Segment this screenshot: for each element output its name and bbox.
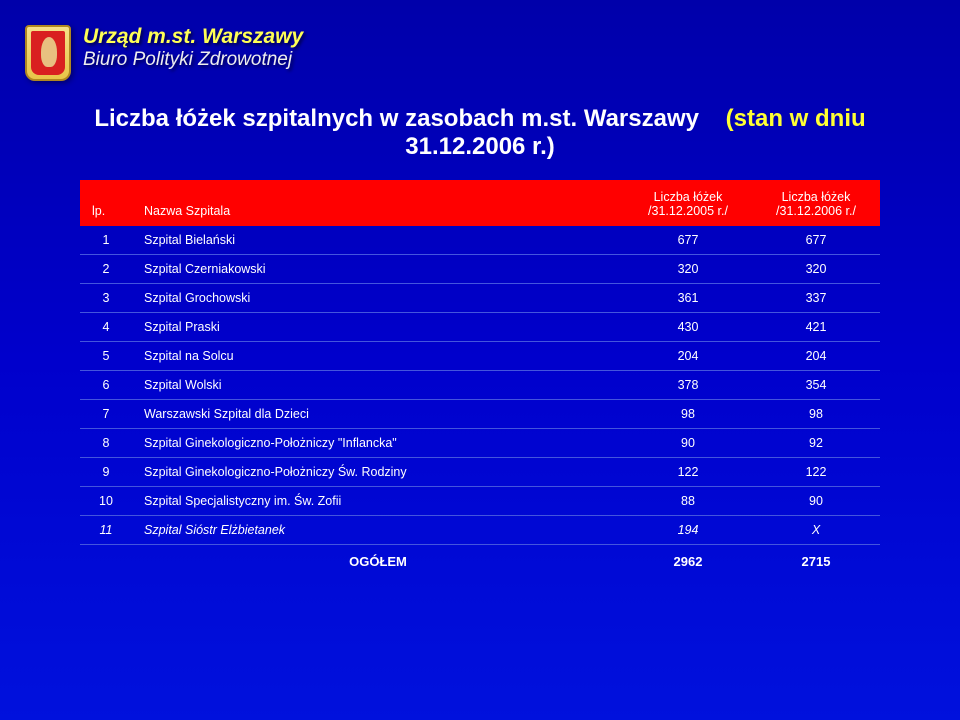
table-row: 3Szpital Grochowski361337 (80, 284, 880, 313)
cell-v2: 90 (752, 487, 880, 516)
cell-name: Szpital Ginekologiczno-Położniczy "Infla… (132, 429, 624, 458)
cell-name: Szpital Czerniakowski (132, 255, 624, 284)
col-v2-header: Liczba łóżek /31.12.2006 r./ (752, 180, 880, 226)
cell-v1: 90 (624, 429, 752, 458)
cell-lp: 3 (80, 284, 132, 313)
cell-v1: 122 (624, 458, 752, 487)
cell-v1: 677 (624, 226, 752, 255)
cell-v1: 361 (624, 284, 752, 313)
table-row: 1Szpital Bielański677677 (80, 226, 880, 255)
col-lp-header: lp. (80, 180, 132, 226)
cell-name: Szpital Specjalistyczny im. Św. Zofii (132, 487, 624, 516)
cell-lp: 11 (80, 516, 132, 545)
table-row: 8Szpital Ginekologiczno-Położniczy "Infl… (80, 429, 880, 458)
cell-lp: 7 (80, 400, 132, 429)
table-row: 7Warszawski Szpital dla Dzieci9898 (80, 400, 880, 429)
cell-name: Szpital Sióstr Elżbietanek (132, 516, 624, 545)
col-v2-line2: /31.12.2006 r./ (764, 204, 868, 218)
header-line1: Urząd m.st. Warszawy (83, 25, 303, 49)
total-v2: 2715 (752, 545, 880, 579)
cell-name: Szpital Wolski (132, 371, 624, 400)
cell-v2: 320 (752, 255, 880, 284)
cell-v1: 194 (624, 516, 752, 545)
cell-lp: 9 (80, 458, 132, 487)
cell-v1: 378 (624, 371, 752, 400)
total-v1: 2962 (624, 545, 752, 579)
cell-v1: 88 (624, 487, 752, 516)
cell-v2: 122 (752, 458, 880, 487)
cell-lp: 2 (80, 255, 132, 284)
warsaw-crest-icon (25, 25, 71, 81)
cell-v2: 354 (752, 371, 880, 400)
page-header: Urząd m.st. Warszawy Biuro Polityki Zdro… (25, 25, 303, 81)
cell-lp: 8 (80, 429, 132, 458)
table-row: 11Szpital Sióstr Elżbietanek194X (80, 516, 880, 545)
cell-v1: 204 (624, 342, 752, 371)
cell-lp: 10 (80, 487, 132, 516)
cell-name: Szpital Ginekologiczno-Położniczy Św. Ro… (132, 458, 624, 487)
cell-v2: 677 (752, 226, 880, 255)
cell-v2: 337 (752, 284, 880, 313)
cell-v2: 92 (752, 429, 880, 458)
cell-v2: 204 (752, 342, 880, 371)
header-line2: Biuro Polityki Zdrowotnej (83, 49, 303, 71)
table-header-row: lp. Nazwa Szpitala Liczba łóżek /31.12.2… (80, 180, 880, 226)
col-v1-line1: Liczba łóżek (636, 190, 740, 204)
table-row: 10Szpital Specjalistyczny im. Św. Zofii8… (80, 487, 880, 516)
cell-name: Szpital na Solcu (132, 342, 624, 371)
slide-title: Liczba łóżek szpitalnych w zasobach m.st… (0, 105, 960, 161)
col-v1-header: Liczba łóżek /31.12.2005 r./ (624, 180, 752, 226)
cell-v1: 98 (624, 400, 752, 429)
col-name-header: Nazwa Szpitala (132, 180, 624, 226)
table-total-row: OGÓŁEM 2962 2715 (80, 545, 880, 579)
table-row: 9Szpital Ginekologiczno-Położniczy Św. R… (80, 458, 880, 487)
cell-lp: 5 (80, 342, 132, 371)
cell-name: Szpital Bielański (132, 226, 624, 255)
hospital-table: lp. Nazwa Szpitala Liczba łóżek /31.12.2… (80, 180, 880, 578)
table-row: 5Szpital na Solcu204204 (80, 342, 880, 371)
header-text: Urząd m.st. Warszawy Biuro Polityki Zdro… (83, 25, 303, 71)
table-row: 4Szpital Praski430421 (80, 313, 880, 342)
table-row: 6Szpital Wolski378354 (80, 371, 880, 400)
cell-v2: 98 (752, 400, 880, 429)
cell-v1: 320 (624, 255, 752, 284)
cell-v2: 421 (752, 313, 880, 342)
table-row: 2Szpital Czerniakowski320320 (80, 255, 880, 284)
cell-v1: 430 (624, 313, 752, 342)
title-yellow: (stan w dniu (726, 105, 866, 132)
cell-v2: X (752, 516, 880, 545)
col-v1-line2: /31.12.2005 r./ (636, 204, 740, 218)
title-line2: 31.12.2006 r.) (0, 133, 960, 161)
cell-name: Szpital Praski (132, 313, 624, 342)
cell-lp: 6 (80, 371, 132, 400)
cell-name: Szpital Grochowski (132, 284, 624, 313)
cell-lp: 1 (80, 226, 132, 255)
title-white: Liczba łóżek szpitalnych w zasobach m.st… (94, 105, 699, 132)
cell-lp: 4 (80, 313, 132, 342)
col-v2-line1: Liczba łóżek (764, 190, 868, 204)
cell-name: Warszawski Szpital dla Dzieci (132, 400, 624, 429)
total-label: OGÓŁEM (132, 545, 624, 579)
